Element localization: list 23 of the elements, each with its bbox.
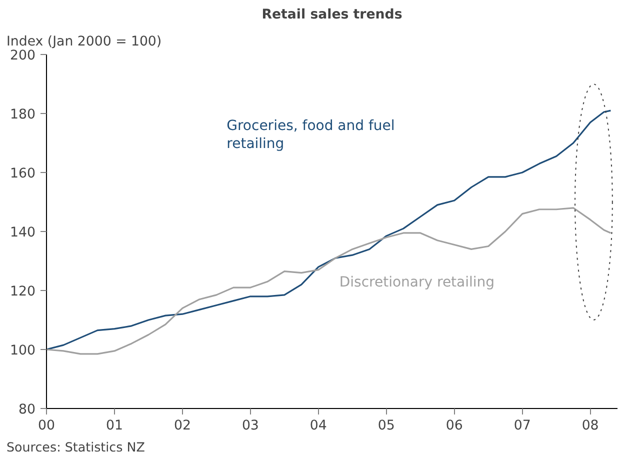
y-tick-label: 100: [10, 344, 36, 358]
x-tick-label: 06: [446, 418, 463, 434]
x-tick-label: 00: [38, 418, 55, 434]
x-tick-label: 04: [310, 418, 327, 434]
x-tick-label: 05: [378, 418, 395, 434]
series-label: Discretionary retailing: [339, 274, 495, 290]
y-tick-label: 200: [10, 48, 36, 64]
text: Groceries, food and fuel retailing: [226, 118, 395, 152]
y-tick-label: 140: [10, 226, 36, 240]
x-tick-label: 07: [514, 418, 531, 434]
source-note: Sources: Statistics NZ: [6, 440, 146, 454]
x-tick-label: 02: [174, 418, 191, 434]
x-tick-label: 03: [242, 418, 259, 434]
chart-title: Retail sales trends: [262, 8, 402, 22]
x-tick-label: 01: [106, 418, 123, 434]
y-tick-label: 120: [10, 284, 36, 300]
line-series: [46, 110, 612, 350]
y-tick-label: 80: [18, 402, 36, 418]
y-tick-label: 160: [10, 166, 36, 182]
x-tick-label: 08: [582, 418, 599, 434]
y-axis-title: Index (Jan 2000 = 100): [6, 34, 162, 50]
y-tick-label: 180: [10, 108, 36, 122]
line-series: [46, 207, 612, 355]
